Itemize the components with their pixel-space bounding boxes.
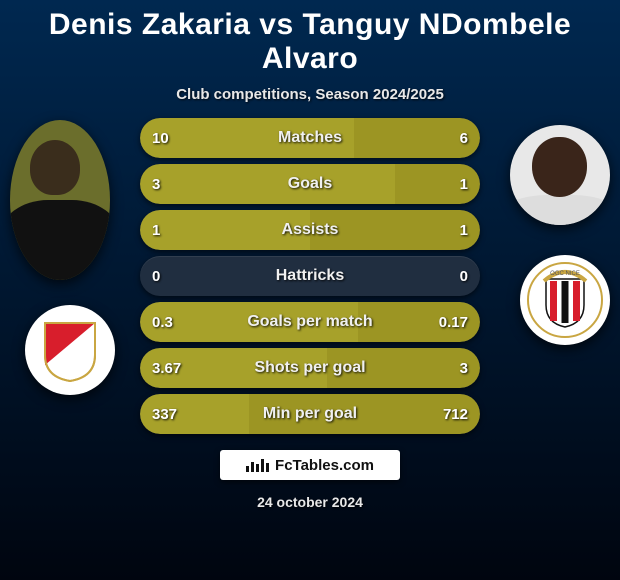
stat-label: Matches	[140, 118, 480, 158]
player2-avatar	[510, 125, 610, 225]
stat-label: Min per goal	[140, 394, 480, 434]
player1-club-badge	[25, 305, 115, 395]
vs-label: vs	[259, 8, 293, 41]
stat-value-left: 1	[152, 210, 160, 250]
stat-value-left: 10	[152, 118, 169, 158]
stat-row: Shots per goal3.67 3	[140, 348, 480, 388]
stat-row: Goals3 1	[140, 164, 480, 204]
stat-value-left: 337	[152, 394, 177, 434]
stat-value-right: 1	[460, 210, 468, 250]
branding-badge: FcTables.com	[220, 450, 400, 480]
stat-label: Goals	[140, 164, 480, 204]
player1-avatar	[10, 120, 110, 280]
stat-label: Hattricks	[140, 256, 480, 296]
stat-value-right: 0.17	[439, 302, 468, 342]
svg-text:OGC NICE: OGC NICE	[550, 271, 580, 277]
stat-value-left: 0.3	[152, 302, 173, 342]
branding-text: FcTables.com	[275, 457, 374, 474]
stat-value-left: 3	[152, 164, 160, 204]
player2-name: Tanguy NDombele Alvaro	[262, 8, 571, 75]
comparison-card: Denis Zakaria vs Tanguy NDombele Alvaro …	[0, 0, 620, 580]
subtitle: Club competitions, Season 2024/2025	[0, 86, 620, 103]
stat-value-right: 0	[460, 256, 468, 296]
branding-bars-icon	[246, 459, 269, 472]
stat-value-right: 3	[460, 348, 468, 388]
stat-row: Matches10 6	[140, 118, 480, 158]
stat-value-right: 712	[443, 394, 468, 434]
stat-value-right: 6	[460, 118, 468, 158]
page-title: Denis Zakaria vs Tanguy NDombele Alvaro	[0, 0, 620, 76]
player1-name: Denis Zakaria	[49, 8, 251, 41]
comparison-chart: Matches106Goals31Assists11Hattricks00Goa…	[140, 118, 480, 440]
stat-row: Assists1 1	[140, 210, 480, 250]
stat-label: Shots per goal	[140, 348, 480, 388]
stat-label: Assists	[140, 210, 480, 250]
stat-row: Hattricks0 0	[140, 256, 480, 296]
monaco-crest-icon	[35, 315, 105, 385]
stat-label: Goals per match	[140, 302, 480, 342]
stat-value-left: 3.67	[152, 348, 181, 388]
stat-row: Min per goal337 712	[140, 394, 480, 434]
stat-value-right: 1	[460, 164, 468, 204]
stat-value-left: 0	[152, 256, 160, 296]
date-line: 24 october 2024	[0, 494, 620, 510]
player2-club-badge: OGC NICE	[520, 255, 610, 345]
nice-crest-icon: OGC NICE	[526, 261, 604, 339]
stat-row: Goals per match0.3 0.17	[140, 302, 480, 342]
